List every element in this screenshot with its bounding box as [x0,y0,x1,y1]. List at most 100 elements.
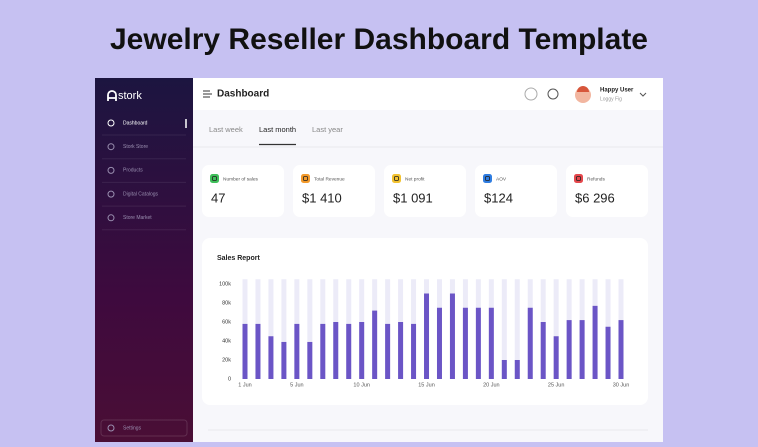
x-tick-label: 25 Jun [548,382,565,388]
bar [566,320,572,379]
tab[interactable]: Last year [312,125,343,134]
kpi-label: AOV [496,176,507,182]
bar [242,323,248,379]
settings-box [100,419,188,437]
kpi-icon-inner [576,176,581,181]
kpi-icon-inner [394,176,399,181]
kpi-icon [574,174,583,183]
kpi-icon-inner [303,176,308,181]
bar [281,341,287,379]
nav-item[interactable]: Store Market [123,215,152,221]
kpi-card [384,165,466,217]
logo-icon [107,90,117,101]
kpi-label: Total Revenue [314,176,345,182]
kpi-label: Number of sales [223,176,259,182]
chevron[interactable] [639,92,647,97]
bar [372,310,378,379]
bar [527,307,533,379]
nav-icon [107,166,115,174]
nav-icon [107,190,115,198]
bell-icon[interactable] [524,87,538,101]
x-tick-label: 5 Jun [290,382,303,388]
bar-track [268,279,274,379]
nav-icon [107,119,115,127]
y-tick-label: 60k [222,319,231,325]
bar [436,307,442,379]
bar [307,341,313,379]
bar [475,307,481,379]
bar [618,320,624,379]
user-name: Happy User [600,88,634,94]
logo: stork [118,90,142,102]
tab[interactable]: Last week [209,125,243,134]
topbar-title: Dashboard [217,89,269,100]
bar [449,293,455,379]
bar [514,360,520,379]
bar-track [281,279,287,379]
kpi-card [202,165,284,217]
user-sub: Loggy Fig [600,96,622,102]
nav-item[interactable]: Dashboard [123,120,148,126]
settings[interactable]: Settings [123,425,142,431]
avatar-hair [577,86,589,92]
tab[interactable]: Last month [259,125,296,134]
bar [553,336,559,379]
kpi-icon [483,174,492,183]
y-tick-label: 20k [222,357,231,363]
bar [411,323,417,379]
bar [294,323,300,379]
y-tick-label: 40k [222,338,231,344]
kpi-value: $1 091 [393,190,433,205]
chat-icon[interactable] [547,88,559,100]
x-tick-label: 30 Jun [613,382,630,388]
kpi-card [293,165,375,217]
x-tick-label: 15 Jun [418,382,435,388]
page-title: Jewelry Reseller Dashboard Template [110,23,648,56]
nav-item[interactable]: Digital Catalogs [123,191,159,197]
kpi-card [475,165,557,217]
kpi-label: Refunds [587,176,605,182]
bar [333,322,339,379]
chart-title: Sales Report [217,255,260,262]
nav-item[interactable]: Products [123,168,143,174]
bar [540,322,546,379]
bar [605,326,611,379]
y-tick-label: 100k [219,281,231,287]
bar-track [514,279,520,379]
bar [398,322,404,379]
kpi-label: Net profit [405,176,425,182]
menu-icon[interactable] [203,90,212,98]
kpi-value: 47 [211,190,225,205]
x-tick-label: 20 Jun [483,382,500,388]
bar [268,336,274,379]
kpi-card [566,165,648,217]
bar [462,307,468,379]
nav-item[interactable]: Stork Store [123,144,148,150]
kpi-icon-inner [212,176,217,181]
bar [592,305,598,379]
kpi-value: $6 296 [575,190,615,205]
y-tick-label: 80k [222,300,231,306]
kpi-icon [210,174,219,183]
bar [346,323,352,379]
bar [385,323,391,379]
x-tick-label: 1 Jun [238,382,251,388]
nav-icon [107,214,115,222]
bar [424,293,430,379]
sidebar [95,78,193,442]
kpi-value: $1 410 [302,190,342,205]
bar-track [501,279,507,379]
bar-track [307,279,313,379]
bar [320,323,326,379]
bar [579,320,585,379]
bar [501,360,507,379]
kpi-value: $124 [484,190,513,205]
kpi-icon [301,174,310,183]
x-tick-label: 10 Jun [353,382,370,388]
nav-icon [107,143,115,151]
settings-icon [107,424,115,432]
bar-track [553,279,559,379]
bar [359,322,365,379]
y-tick-label: 0 [228,376,231,382]
